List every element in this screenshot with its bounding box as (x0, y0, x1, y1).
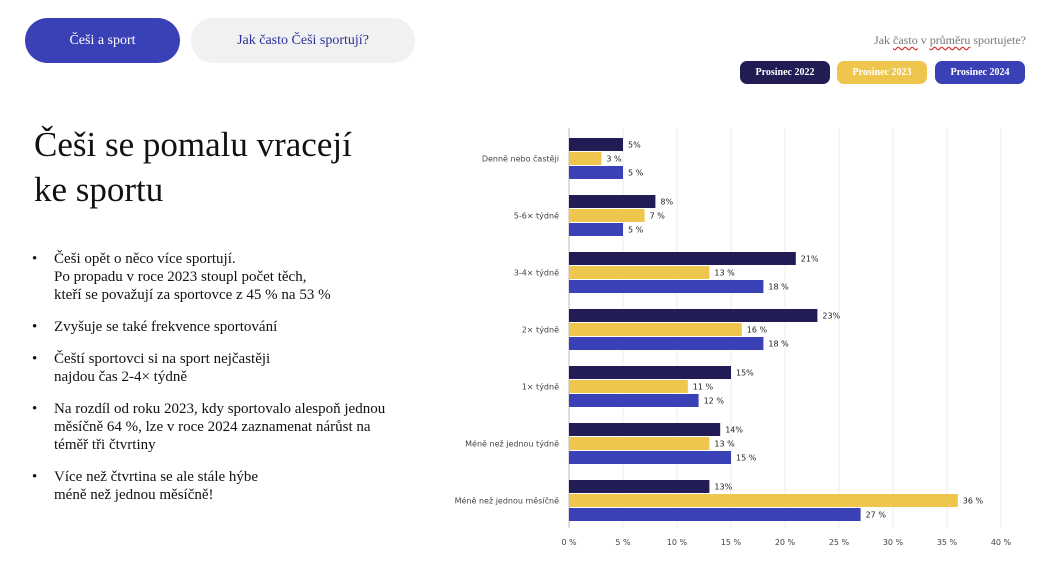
data-label: 13 % (714, 269, 735, 278)
bullet-line: téměř tři čtvrtiny (54, 437, 156, 453)
bar (569, 394, 699, 407)
data-label: 13 % (714, 440, 735, 449)
data-label: 5 % (628, 226, 644, 235)
bar (569, 266, 710, 279)
bar (569, 508, 861, 521)
question-prefix: Jak (874, 33, 894, 47)
bar (569, 223, 623, 236)
bullet-list: Češi opět o něco více sportují. Po propa… (30, 250, 420, 518)
x-tick-label: 25 % (829, 538, 850, 547)
bar (569, 380, 688, 393)
question-word-casto: často (893, 33, 918, 47)
data-label: 5% (628, 141, 641, 150)
title-line-2: ke sportu (34, 170, 164, 209)
data-label: 14% (725, 426, 743, 435)
bullet-item: Více než čtvrtina se ale stále hýbe méně… (30, 468, 420, 504)
tab-jak-casto[interactable]: Jak často Češi sportují? (191, 18, 415, 63)
tab-label: Češi a sport (69, 32, 136, 48)
category-label: 1× týdně (522, 383, 559, 392)
data-label: 3 % (606, 155, 622, 164)
tab-label: Jak často Češi sportují? (237, 32, 369, 48)
question-mid: v (917, 33, 930, 47)
x-tick-label: 30 % (883, 538, 904, 547)
category-label: 5-6× týdně (514, 212, 559, 221)
data-label: 27 % (866, 511, 887, 520)
data-label: 15% (736, 369, 754, 378)
chart-question: Jak často v průměru sportujete? (874, 33, 1026, 48)
bullet-item: Na rozdíl od roku 2023, kdy sportovalo a… (30, 400, 420, 454)
bar (569, 166, 623, 179)
bullet-line: měsíčně 64 %, lze v roce 2024 zaznamenat… (54, 419, 371, 435)
bullet-line: kteří se považují za sportovce z 45 % na… (54, 287, 331, 303)
bullet-line: Čeští sportovci si na sport nejčastěji (54, 351, 271, 367)
category-label: Méně než jednou měsíčně (455, 496, 559, 506)
bar (569, 337, 764, 350)
bar (569, 494, 958, 507)
x-tick-label: 0 % (561, 538, 577, 547)
data-label: 8% (660, 198, 673, 207)
x-tick-label: 15 % (721, 538, 742, 547)
bullet-line: méně než jednou měsíčně! (54, 487, 214, 503)
page-title: Češi se pomalu vracejí ke sportu (34, 122, 414, 212)
category-label: Denně nebo častěji (482, 154, 559, 164)
bar (569, 423, 721, 436)
legend-label: Prosinec 2022 (755, 67, 815, 78)
data-label: 12 % (704, 397, 725, 406)
legend-button-2024[interactable]: Prosinec 2024 (935, 61, 1025, 84)
data-label: 13% (714, 483, 732, 492)
legend-button-2023[interactable]: Prosinec 2023 (837, 61, 927, 84)
bullet-line: Na rozdíl od roku 2023, kdy sportovalo a… (54, 401, 386, 417)
data-label: 36 % (963, 497, 984, 506)
bar (569, 437, 710, 450)
bar (569, 152, 602, 165)
legend-button-2022[interactable]: Prosinec 2022 (740, 61, 830, 84)
bullet-item: Češi opět o něco více sportují. Po propa… (30, 250, 420, 304)
data-label: 7 % (650, 212, 666, 221)
title-line-1: Češi se pomalu vracejí (34, 125, 352, 164)
x-tick-label: 10 % (667, 538, 688, 547)
bar (569, 366, 731, 379)
bullet-item: Zvyšuje se také frekvence sportování (30, 318, 420, 336)
question-word-prumeru: průměru (929, 33, 971, 47)
bullet-item: Čeští sportovci si na sport nejčastěji n… (30, 350, 420, 386)
data-label: 11 % (693, 383, 714, 392)
data-label: 21% (801, 255, 819, 264)
data-label: 16 % (747, 326, 768, 335)
category-label: 2× týdně (522, 326, 559, 335)
tab-cesi-a-sport[interactable]: Češi a sport (25, 18, 180, 63)
category-label: 3-4× týdně (514, 269, 559, 278)
question-suffix: sportujete? (970, 33, 1026, 47)
data-label: 5 % (628, 169, 644, 178)
bar (569, 209, 645, 222)
category-label: Méně než jednou týdně (465, 439, 559, 449)
bullet-line: Zvyšuje se také frekvence sportování (54, 319, 278, 335)
bar (569, 252, 796, 265)
bullet-line: najdou čas 2-4× týdně (54, 369, 188, 385)
data-label: 23% (822, 312, 840, 321)
x-tick-label: 5 % (615, 538, 631, 547)
bar (569, 480, 710, 493)
bullet-line: Více než čtvrtina se ale stále hýbe (54, 469, 259, 485)
x-tick-label: 35 % (937, 538, 958, 547)
legend-label: Prosinec 2023 (852, 67, 912, 78)
bullet-line: Po propadu v roce 2023 stoupl počet těch… (54, 269, 307, 285)
bar (569, 323, 742, 336)
data-label: 15 % (736, 454, 757, 463)
bar (569, 195, 656, 208)
bar (569, 280, 764, 293)
x-tick-label: 40 % (991, 538, 1012, 547)
bar (569, 309, 818, 322)
legend-label: Prosinec 2024 (950, 67, 1010, 78)
frequency-bar-chart: 0 % 5 % 10 % 15 % 20 % 25 % 30 % 35 % 40 % Denně … (455, 128, 1012, 547)
bar (569, 138, 623, 151)
data-label: 18 % (768, 340, 789, 349)
bullet-line: Češi opět o něco více sportují. (54, 251, 236, 267)
x-tick-label: 20 % (775, 538, 796, 547)
bar (569, 451, 731, 464)
data-label: 18 % (768, 283, 789, 292)
